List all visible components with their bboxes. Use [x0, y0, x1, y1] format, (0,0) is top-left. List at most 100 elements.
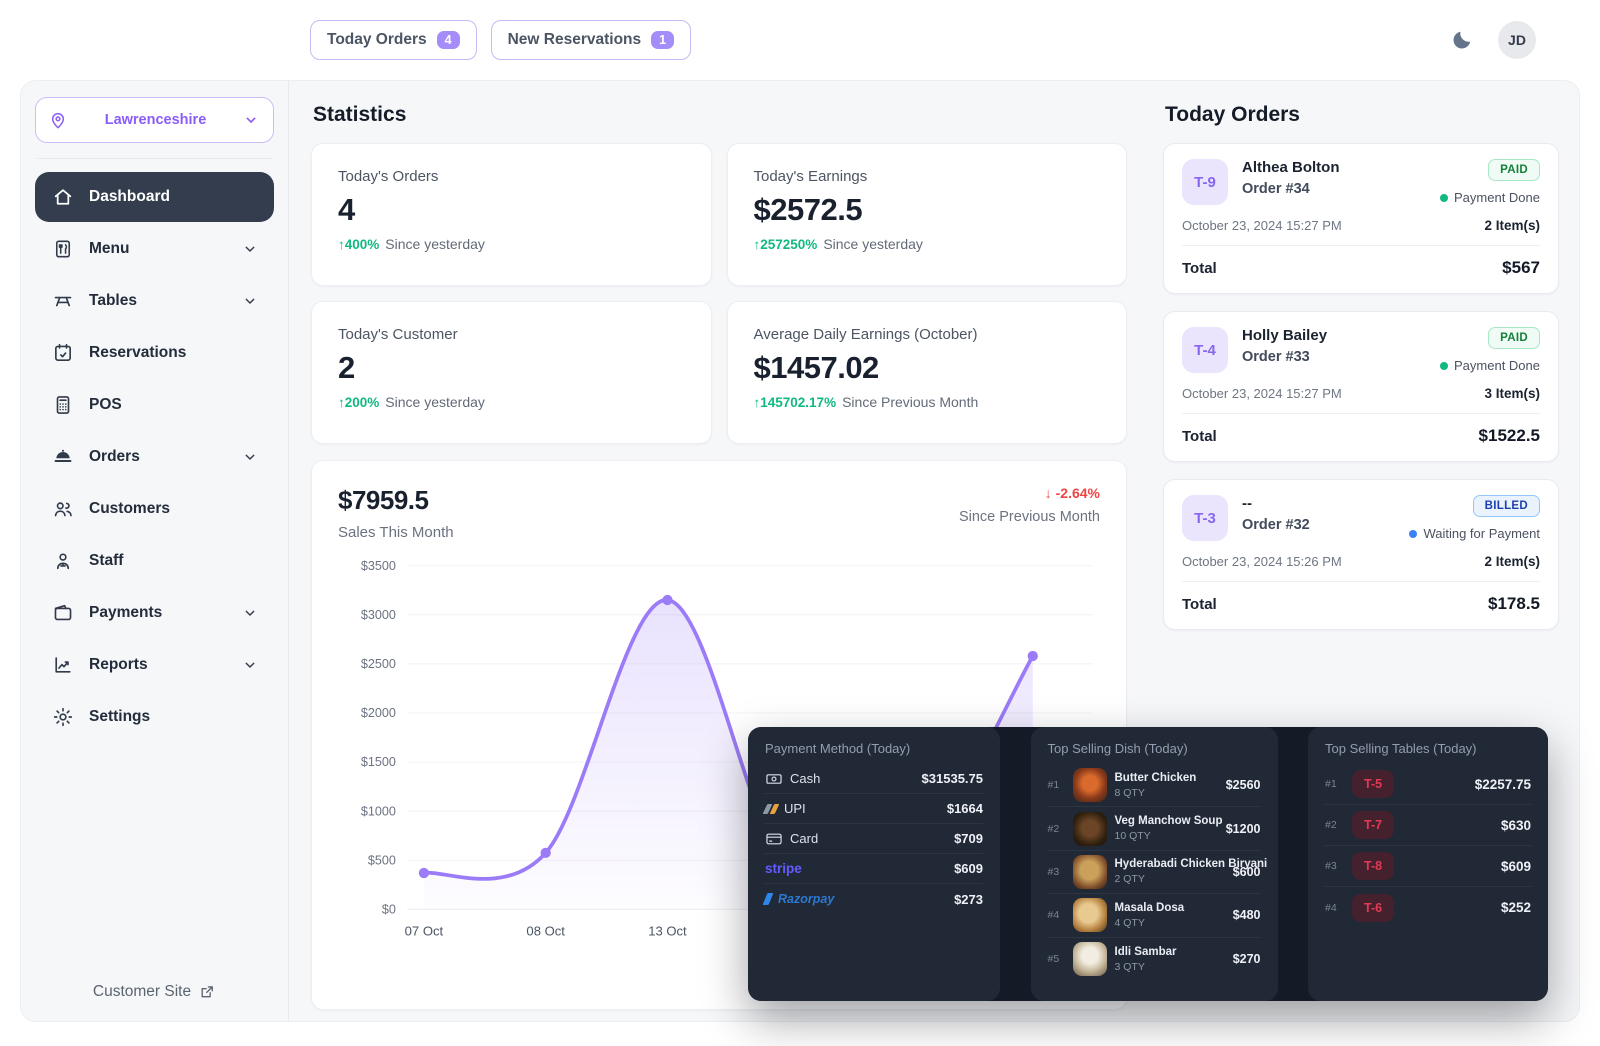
sidebar-divider [37, 158, 272, 159]
table-rank-row: #2 T-7 $630 [1325, 805, 1531, 846]
customer-site-link[interactable]: Customer Site [35, 969, 274, 1007]
sidebar-item-dashboard[interactable]: Dashboard [35, 172, 274, 222]
stat-card: Average Daily Earnings (October) $1457.0… [726, 301, 1127, 444]
sidebar: Lawrenceshire Dashboard Menu Tables Rese… [21, 81, 289, 1021]
chevron-down-icon [242, 605, 258, 621]
payment-amount: $709 [954, 831, 983, 846]
person-icon [51, 549, 75, 573]
sidebar-item-pos[interactable]: POS [35, 380, 274, 430]
total-label: Total [1182, 595, 1217, 613]
top-selling-dish-panel: Top Selling Dish (Today) #1 Butter Chick… [1030, 727, 1278, 1001]
stat-card: Today's Earnings $2572.5 ↑257250% Since … [726, 143, 1127, 286]
razorpay-logo-mark [762, 893, 774, 905]
order-total: $1522.5 [1478, 426, 1540, 445]
table-rank-row: #4 T-6 $252 [1325, 887, 1531, 928]
sidebar-item-settings[interactable]: Settings [35, 692, 274, 742]
dish-row: #5 Idli Sambar 3 QTY $270 [1048, 938, 1261, 981]
svg-text:$2000: $2000 [361, 706, 396, 720]
new-reservations-count-badge: 1 [651, 31, 675, 49]
dish-qty: 10 QTY [1114, 830, 1151, 843]
stat-card: Today's Orders 4 ↑400% Since yesterday [311, 143, 712, 286]
payment-amount: $273 [954, 891, 983, 907]
status-text: Waiting for Payment [1423, 526, 1540, 541]
svg-text:$3500: $3500 [361, 559, 396, 573]
dish-amount: $480 [1232, 908, 1261, 923]
sidebar-item-orders[interactable]: Orders [35, 432, 274, 482]
sidebar-item-staff[interactable]: Staff [35, 536, 274, 586]
table-amount: $252 [1500, 900, 1531, 915]
table-badge: T-3 [1182, 495, 1228, 541]
dish-photo [1072, 811, 1107, 846]
total-label: Total [1182, 259, 1217, 277]
order-card[interactable]: T-9 Althea Bolton Order #34 PAID Payment… [1163, 143, 1559, 294]
dark-mode-toggle[interactable] [1448, 26, 1476, 54]
order-items-count: 2 Item(s) [1484, 218, 1540, 233]
svg-text:07 Oct: 07 Oct [405, 923, 444, 938]
new-reservations-button[interactable]: New Reservations 1 [490, 20, 692, 60]
stat-delta-caption: Since yesterday [823, 236, 923, 252]
dish-panel-title: Top Selling Dish (Today) [1047, 741, 1188, 756]
table-chip: T-8 [1352, 852, 1395, 880]
stat-card: Today's Customer 2 ↑200% Since yesterday [311, 301, 712, 444]
today-orders-count-badge: 4 [436, 31, 460, 49]
stat-label: Average Daily Earnings (October) [753, 326, 978, 343]
table-badge: T-4 [1182, 327, 1228, 373]
dish-name: Butter Chicken [1114, 771, 1197, 784]
table-chip: T-6 [1352, 893, 1395, 922]
sidebar-item-reservations[interactable]: Reservations [35, 328, 274, 378]
stats-grid: Today's Orders 4 ↑400% Since yesterday T… [311, 143, 1127, 444]
sales-delta-caption: Since Previous Month [958, 509, 1100, 525]
payment-row: Cash $31535.75 [765, 764, 983, 794]
dish-rank: #3 [1047, 865, 1060, 878]
table-amount: $609 [1500, 858, 1531, 874]
payment-row: Razorpay $273 [762, 884, 983, 914]
svg-text:08 Oct: 08 Oct [526, 923, 565, 938]
table-chip: T-5 [1352, 770, 1395, 798]
statistics-title: Statistics [313, 103, 407, 126]
table-amount: $2257.75 [1474, 776, 1531, 792]
svg-text:$2500: $2500 [361, 657, 396, 671]
dish-qty: 3 QTY [1114, 960, 1145, 973]
sidebar-item-payments[interactable]: Payments [35, 588, 274, 638]
user-avatar[interactable]: JD [1498, 21, 1536, 59]
table-icon [51, 289, 75, 313]
dish-row: #4 Masala Dosa 4 QTY $480 [1047, 894, 1261, 938]
dish-photo [1072, 854, 1107, 889]
status-badge: PAID [1488, 159, 1540, 181]
today-orders-button-label: Today Orders [327, 31, 427, 48]
total-label: Total [1182, 427, 1217, 445]
cloche-icon [51, 445, 75, 469]
location-select[interactable]: Lawrenceshire [35, 97, 274, 143]
table-rank: #3 [1325, 860, 1337, 872]
table-rank: #4 [1325, 901, 1337, 914]
sidebar-item-customers[interactable]: Customers [35, 484, 274, 534]
dish-row: #2 Veg Manchow Soup 10 QTY $1200 [1047, 807, 1261, 851]
order-number: Order #32 [1242, 517, 1310, 533]
main-content: Statistics Today's Orders 4 ↑400% Since … [289, 81, 1149, 1021]
order-items-count: 2 Item(s) [1484, 554, 1540, 569]
order-total: $178.5 [1488, 594, 1540, 613]
stat-delta-caption: Since yesterday [385, 394, 485, 410]
order-datetime: October 23, 2024 15:27 PM [1182, 386, 1342, 401]
location-label: Lawrenceshire [104, 112, 207, 128]
stripe-logo: stripe [765, 861, 802, 876]
table-rank-row: #3 T-8 $609 [1325, 846, 1531, 887]
payment-panel-title: Payment Method (Today) [765, 741, 911, 756]
new-reservations-button-label: New Reservations [507, 31, 642, 48]
stat-delta-caption: Since yesterday [385, 236, 485, 252]
upi-logo-icon [762, 803, 780, 814]
order-card[interactable]: T-4 Holly Bailey Order #33 PAID Payment … [1163, 311, 1559, 462]
sidebar-item-reports[interactable]: Reports [35, 640, 274, 690]
payment-amount: $609 [954, 861, 983, 876]
status-text: Payment Done [1454, 358, 1540, 373]
order-card[interactable]: T-3 -- Order #32 BILLED Waiting for Paym… [1163, 479, 1559, 630]
dish-name: Veg Manchow Soup [1114, 815, 1223, 828]
sidebar-item-menu[interactable]: Menu [35, 224, 274, 274]
chevron-down-icon [242, 241, 258, 257]
app-shell: Lawrenceshire Dashboard Menu Tables Rese… [20, 80, 1580, 1022]
dish-row: #3 Hyderabadi Chicken Biryani 2 QTY $600 [1047, 851, 1267, 895]
today-orders-button[interactable]: Today Orders 4 [310, 20, 477, 60]
sidebar-item-tables[interactable]: Tables [35, 276, 274, 326]
dish-name: Masala Dosa [1114, 901, 1185, 914]
